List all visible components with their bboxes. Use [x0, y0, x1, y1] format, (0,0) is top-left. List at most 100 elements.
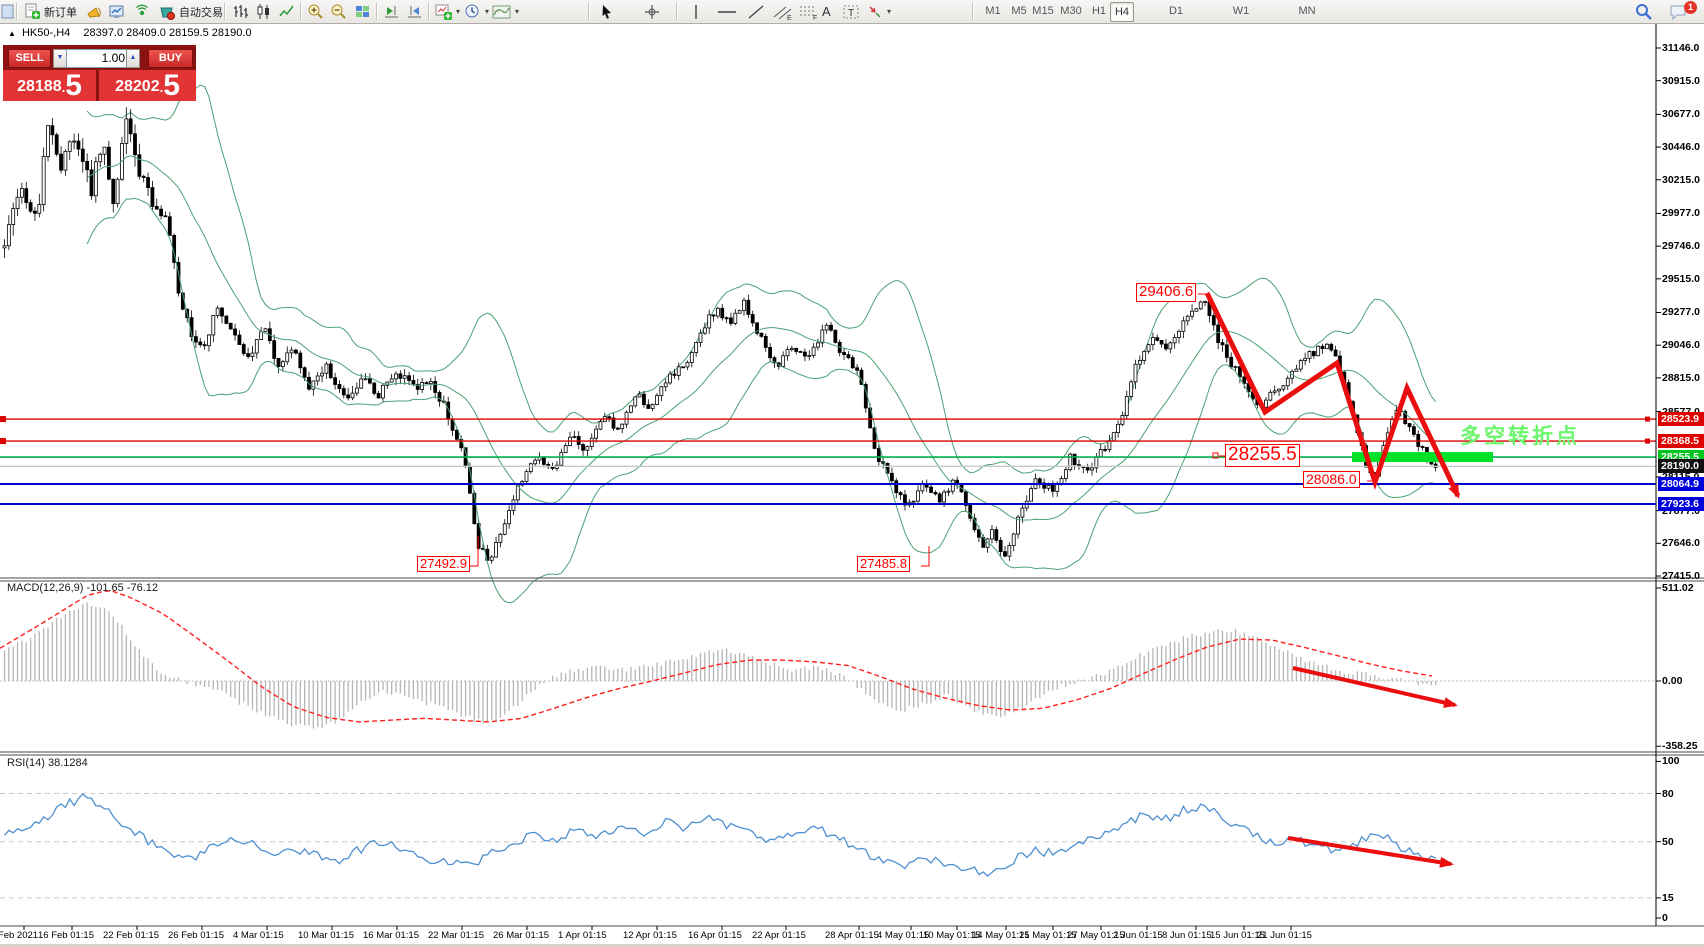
- window-bottom-edge: [0, 944, 1704, 947]
- price-annotation[interactable]: 27492.9: [417, 556, 470, 573]
- profiles-button[interactable]: ▾: [462, 1, 491, 22]
- new-chart-button[interactable]: ▾: [433, 1, 462, 22]
- time-axis-label: 22 Mar 01:15: [428, 930, 484, 941]
- volume-input[interactable]: 1.00: [66, 49, 132, 68]
- timeframe-mn[interactable]: MN: [1298, 5, 1316, 17]
- time-axis-label: 10 Mar 01:15: [298, 930, 354, 941]
- price-tag: 28523.9: [1658, 412, 1704, 427]
- time-axis-label: 21 Jun 01:15: [1257, 930, 1312, 941]
- collapse-triangle-icon[interactable]: ▲: [8, 29, 16, 38]
- indicators-button[interactable]: ▾: [490, 1, 521, 22]
- turning-point-note[interactable]: 多空转折点: [1460, 425, 1580, 448]
- time-axis-label: 22 Feb 01:15: [103, 930, 159, 941]
- time-axis-label: 4 Mar 01:15: [233, 930, 284, 941]
- sell-button[interactable]: SELL: [8, 49, 51, 68]
- rsi-axis-tick: 15: [1662, 891, 1674, 904]
- bar-chart-icon[interactable]: [230, 1, 252, 22]
- text-label-tool[interactable]: T: [840, 1, 864, 22]
- timeframe-m30[interactable]: M30: [1060, 5, 1082, 17]
- market-watch-icon[interactable]: [106, 1, 128, 22]
- price-axis-tick: 27646.0: [1662, 537, 1700, 550]
- notification-badge[interactable]: 1: [1684, 1, 1697, 14]
- price-axis-tick: 31146.0: [1662, 42, 1700, 54]
- search-icon[interactable]: [1632, 1, 1656, 22]
- time-axis-label: 28 Apr 01:15: [825, 930, 879, 941]
- time-axis-label: 4 May 01:15: [877, 930, 930, 941]
- clipped-icon: [0, 1, 16, 22]
- price-axis-tick: 29046.0: [1662, 339, 1700, 352]
- ohlc-readout: 28397.0 28409.0 28159.5 28190.0: [83, 27, 252, 39]
- one-click-trading-panel: SELL ▼ 1.00 ▲ BUY 28188. 5 28202. 5: [3, 45, 196, 101]
- macd-axis-tick: 511.02: [1662, 582, 1694, 594]
- time-axis-label: 15 Jun 01:15: [1210, 930, 1265, 941]
- buy-button[interactable]: BUY: [148, 49, 193, 68]
- price-axis-tick: 30446.0: [1662, 141, 1700, 154]
- new-order-icon: [25, 3, 40, 19]
- price-annotation[interactable]: 29406.6: [1136, 283, 1197, 302]
- symbol-period: HK50-,H4: [21, 27, 71, 39]
- chart-shift-icon[interactable]: [404, 1, 426, 22]
- cursor-tool[interactable]: [596, 1, 618, 22]
- main-toolbar: 新订单 自动交易 ▾: [0, 0, 1704, 24]
- macd-label: MACD(12,26,9) -101.65 -76.12: [7, 582, 159, 594]
- price-annotation[interactable]: 28086.0: [1303, 471, 1360, 489]
- price-annotation[interactable]: 28255.5: [1225, 444, 1300, 467]
- channel-tool[interactable]: E: [770, 1, 796, 22]
- arrows-tool[interactable]: ▾: [864, 1, 893, 22]
- text-tool[interactable]: A: [822, 4, 831, 19]
- time-axis-label: 1 Apr 01:15: [558, 930, 607, 941]
- chart-title: ▲ HK50-,H4 28397.0 28409.0 28159.5 28190…: [8, 27, 252, 39]
- rsi-label: RSI(14) 38.1284: [7, 757, 88, 769]
- time-axis-label: 5 Feb 2021: [0, 930, 39, 941]
- horizontal-line-tool[interactable]: [714, 1, 740, 22]
- price-axis-tick: 29515.0: [1662, 272, 1700, 285]
- macd-axis-tick: 0.00: [1662, 675, 1683, 687]
- time-axis-label: 22 Apr 01:15: [752, 930, 806, 941]
- sell-price[interactable]: 28188. 5: [3, 70, 96, 101]
- timeframe-m1[interactable]: M1: [985, 5, 1001, 17]
- price-axis-tick: 27415.0: [1662, 570, 1700, 582]
- macd-axis-tick: -358.25: [1662, 740, 1698, 753]
- timeframe-w1[interactable]: W1: [1232, 5, 1250, 17]
- crosshair-tool[interactable]: [640, 1, 664, 22]
- new-order-button[interactable]: 新订单: [22, 1, 79, 22]
- timeframe-m15[interactable]: M15: [1032, 5, 1054, 17]
- trendline-tool[interactable]: [744, 1, 768, 22]
- auto-trading-button[interactable]: 自动交易: [156, 1, 225, 22]
- time-axis-label: 10 May 01:15: [923, 930, 981, 941]
- svg-text:T: T: [848, 8, 854, 19]
- time-axis-label: 2 Jun 01:15: [1113, 930, 1163, 941]
- time-axis-label: 26 Feb 01:15: [168, 930, 224, 941]
- volume-up-button[interactable]: ▲: [126, 49, 140, 68]
- buy-price[interactable]: 28202. 5: [99, 70, 196, 101]
- volume-down-button[interactable]: ▼: [53, 49, 67, 68]
- time-axis-label: 8 Jun 01:15: [1162, 930, 1212, 941]
- chevron-down-icon: ▾: [887, 7, 892, 16]
- price-axis-tick: 29977.0: [1662, 207, 1700, 220]
- candlestick-icon[interactable]: [253, 1, 275, 22]
- time-axis-label: 21 May 01:15: [1019, 930, 1077, 941]
- price-tag: 28368.5: [1658, 434, 1704, 449]
- timeframe-m5[interactable]: M5: [1011, 5, 1027, 17]
- fibonacci-tool[interactable]: F: [796, 1, 822, 22]
- zoom-in-icon[interactable]: [305, 1, 327, 22]
- timeframe-d1[interactable]: D1: [1168, 5, 1184, 17]
- price-axis-tick: 30915.0: [1662, 74, 1700, 87]
- price-tag: 27923.6: [1658, 497, 1704, 512]
- time-axis-label: 14 May 01:15: [972, 930, 1030, 941]
- price-annotation[interactable]: 27485.8: [857, 556, 910, 573]
- chevron-down-icon: ▾: [485, 7, 490, 16]
- signal-icon[interactable]: [132, 1, 154, 22]
- timeframe-h1[interactable]: H1: [1091, 5, 1107, 17]
- zoom-out-icon[interactable]: [328, 1, 350, 22]
- horn-icon[interactable]: [84, 1, 106, 22]
- chevron-down-icon: ▾: [515, 7, 520, 16]
- vertical-line-tool[interactable]: [688, 1, 704, 22]
- tile-windows-icon[interactable]: [352, 1, 374, 22]
- timeframe-h4[interactable]: H4: [1110, 2, 1134, 22]
- line-chart-icon[interactable]: [276, 1, 298, 22]
- auto-scroll-icon[interactable]: [381, 1, 403, 22]
- time-axis-label: 26 Mar 01:15: [493, 930, 549, 941]
